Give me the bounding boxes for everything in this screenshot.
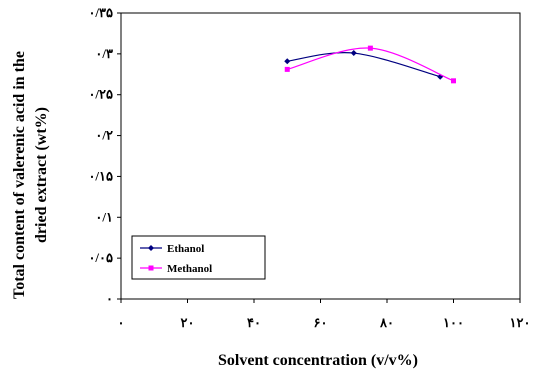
legend-marker-methanol bbox=[148, 265, 154, 271]
legend-label-methanol: Methanol bbox=[167, 263, 212, 275]
data-point-methanol bbox=[367, 45, 373, 51]
y-axis-title-line1: Total content of valerenic acid in the bbox=[11, 51, 28, 299]
legend-label-ethanol: Ethanol bbox=[167, 243, 204, 255]
y-tick-label: ۰/۲ bbox=[95, 128, 113, 143]
y-tick-label: ۰/۱۵ bbox=[88, 168, 113, 183]
x-tick-label: ۲۰ bbox=[181, 315, 195, 330]
x-tick-label: ۱۲۰ bbox=[510, 315, 531, 330]
data-point-methanol bbox=[451, 78, 456, 84]
y-axis-title-line2: dried extract (wt%) bbox=[33, 107, 50, 243]
y-tick-label: ۰/۱ bbox=[95, 209, 113, 224]
x-axis-title: Solvent concentration (v/v%) bbox=[218, 352, 418, 369]
tick-labels: ۰ ۰/۰۵ ۰/۱ ۰/۱۵ ۰/۲ ۰/۲۵ ۰/۳ ۰/۳۵ ۰ ۲۰ ۴۰ ۶۰ ۸۰ ۱۰۰ ۱۲… bbox=[88, 5, 530, 330]
y-tick-label: ۰/۳۵ bbox=[88, 5, 113, 20]
data-point-ethanol bbox=[350, 50, 357, 57]
series-line-ethanol bbox=[287, 51, 441, 78]
x-tick-label: ۶۰ bbox=[314, 315, 328, 330]
plot-area bbox=[117, 12, 521, 303]
series-layer bbox=[284, 45, 456, 84]
x-tick-label: ۱۰۰ bbox=[443, 315, 464, 330]
series-line-methanol bbox=[287, 47, 454, 82]
y-tick-label: ۰ bbox=[106, 291, 113, 306]
data-point-ethanol bbox=[284, 58, 291, 65]
legend: Ethanol Methanol bbox=[131, 235, 266, 280]
legend-marker-ethanol bbox=[148, 245, 154, 251]
x-tick-label: ۴۰ bbox=[247, 315, 261, 330]
y-tick-label: ۰/۰۵ bbox=[88, 250, 113, 265]
y-tick-label: ۰/۲۵ bbox=[88, 87, 113, 102]
legend-box bbox=[131, 235, 266, 280]
data-point-methanol bbox=[284, 66, 290, 72]
y-tick-label: ۰/۳ bbox=[95, 46, 113, 61]
x-tick-label: ۰ bbox=[118, 315, 125, 330]
x-tick-label: ۸۰ bbox=[379, 315, 394, 330]
